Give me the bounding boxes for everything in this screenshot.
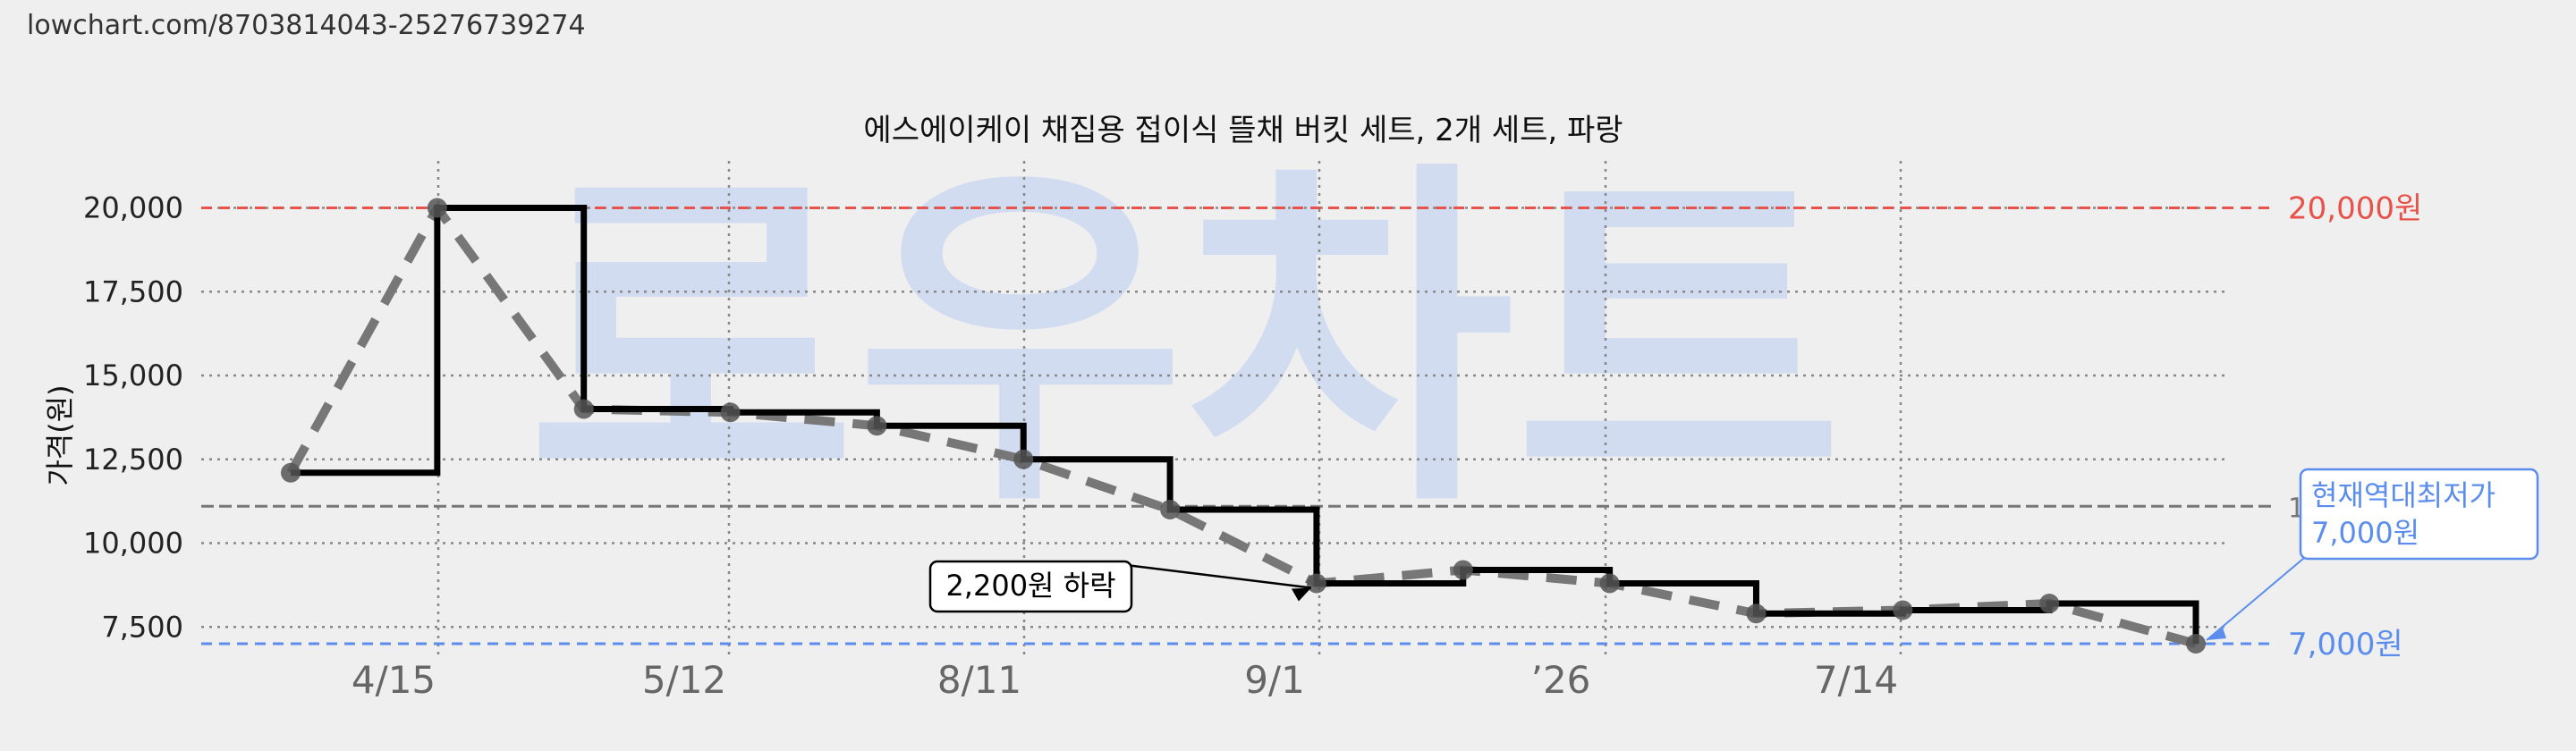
data-point (1746, 603, 1767, 624)
data-point (1160, 500, 1181, 519)
watermark-text: 로우차트 (527, 134, 1843, 550)
low-annotation-line: 현재역대최저가 (2311, 478, 2496, 512)
x-tick-label: 7/14 (1814, 658, 1898, 702)
y-tick-label: 12,500 (83, 443, 183, 477)
data-point (867, 416, 887, 436)
drop-annotation-arrowhead (1291, 587, 1311, 602)
data-point (1453, 560, 1473, 580)
chart-title: 에스에이케이 채집용 접이식 뜰채 버킷 세트, 2개 세트, 파랑 (863, 113, 1623, 148)
y-tick-label: 10,000 (83, 527, 183, 561)
data-point (1893, 600, 1913, 620)
y-axis-ticks: 20,000 17,500 15,000 12,500 10,000 7,500 (83, 191, 183, 645)
x-tick-label: 8/11 (937, 658, 1021, 702)
y-tick-label: 15,000 (83, 359, 183, 392)
data-point (573, 399, 594, 419)
url-text: lowchart.com/8703814043-25276739274 (27, 10, 586, 41)
low-annotation-arrowhead (2207, 628, 2226, 640)
y-tick-label: 17,500 (83, 274, 183, 308)
x-axis-ticks: 4/15 5/12 8/11 9/1 ’26 7/14 (352, 658, 1898, 702)
drop-annotation-arrow (1125, 563, 1312, 589)
x-tick-label: 4/15 (352, 658, 436, 702)
max-price-label: 20,000원 (2288, 191, 2422, 227)
y-axis-label: 가격(원) (43, 384, 77, 485)
low-annotation-line: 7,000원 (2311, 516, 2419, 550)
trend-line (286, 203, 2198, 648)
data-point (1599, 573, 1620, 594)
x-tick-label: 9/1 (1244, 658, 1305, 702)
min-price-label: 7,000원 (2288, 627, 2403, 662)
data-point (2039, 594, 2060, 613)
low-annotation-arrow (2206, 553, 2310, 641)
data-point (281, 462, 301, 483)
data-point (1013, 449, 1034, 469)
low-annotation-box (2299, 468, 2539, 561)
data-point (1306, 573, 1326, 594)
x-tick-label: 5/12 (642, 658, 726, 702)
y-tick-label: 7,500 (101, 610, 183, 644)
data-point (427, 198, 447, 218)
x-tick-label: ’26 (1531, 658, 1591, 702)
data-point (2186, 634, 2206, 654)
data-point (720, 402, 741, 423)
y-tick-label: 20,000 (83, 191, 183, 225)
drop-annotation-box (928, 560, 1133, 613)
drop-annotation-text: 2,200원 하락 (945, 569, 1115, 603)
data-points (281, 198, 2206, 654)
annotations: 2,200원 하락 현재역대최저가 7,000원 (928, 468, 2539, 641)
